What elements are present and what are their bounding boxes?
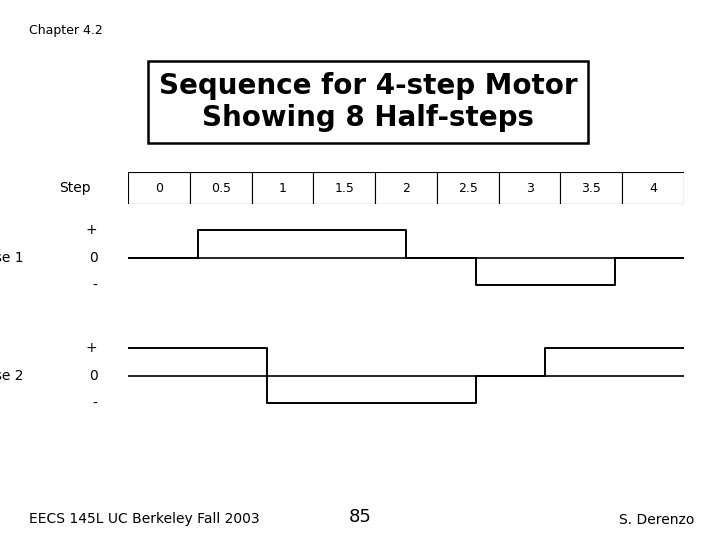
Text: -: -	[93, 279, 97, 293]
Bar	[128, 172, 190, 204]
Text: Step: Step	[59, 181, 91, 195]
Text: Sequence for 4-step Motor
Showing 8 Half-steps: Sequence for 4-step Motor Showing 8 Half…	[158, 72, 577, 132]
Text: 0.5: 0.5	[211, 181, 230, 194]
Text: S. Derenzo: S. Derenzo	[619, 512, 695, 526]
Text: Phase 2: Phase 2	[0, 368, 24, 382]
Bar	[560, 172, 622, 204]
Bar	[622, 172, 684, 204]
Text: 1.5: 1.5	[334, 181, 354, 194]
Text: 3: 3	[526, 181, 534, 194]
Text: Phase 1: Phase 1	[0, 251, 24, 265]
Text: 4: 4	[649, 181, 657, 194]
Text: 1: 1	[279, 181, 287, 194]
Bar	[375, 172, 437, 204]
Text: 2: 2	[402, 181, 410, 194]
Bar	[313, 172, 375, 204]
Text: 0: 0	[89, 251, 97, 265]
Text: EECS 145L UC Berkeley Fall 2003: EECS 145L UC Berkeley Fall 2003	[29, 512, 259, 526]
Text: 0: 0	[155, 181, 163, 194]
Text: 3.5: 3.5	[581, 181, 601, 194]
Bar	[499, 172, 560, 204]
Text: 2.5: 2.5	[458, 181, 477, 194]
Bar	[190, 172, 251, 204]
Text: Chapter 4.2: Chapter 4.2	[29, 24, 102, 37]
Bar	[251, 172, 313, 204]
Text: 0: 0	[89, 368, 97, 382]
Text: 85: 85	[348, 509, 372, 526]
Text: +: +	[86, 341, 97, 355]
Bar	[437, 172, 499, 204]
Text: +: +	[86, 222, 97, 237]
Text: -: -	[93, 396, 97, 410]
